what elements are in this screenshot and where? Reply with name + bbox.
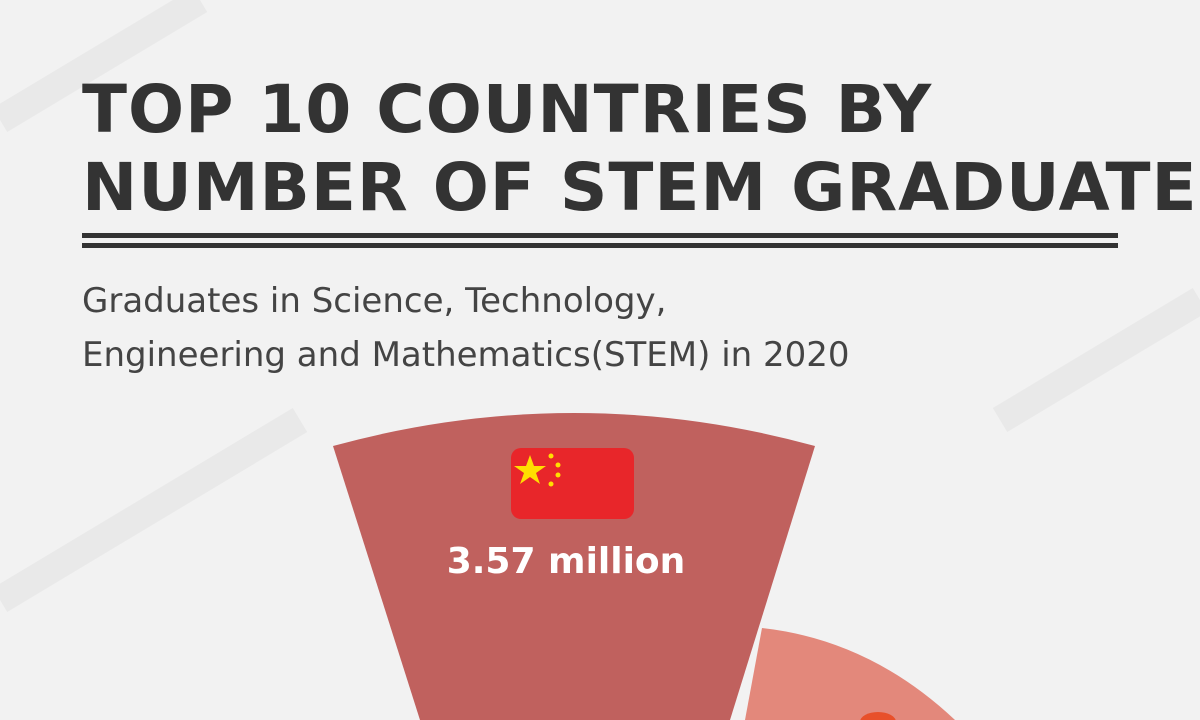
flag-star xyxy=(514,455,546,484)
flag xyxy=(511,448,634,519)
bg-stripe xyxy=(992,287,1200,433)
flag-field xyxy=(511,448,634,519)
flag-star xyxy=(555,462,561,468)
segment xyxy=(333,413,815,720)
segment-label: 3.57 million xyxy=(447,541,686,582)
subtitle-line: Graduates in Science, Technology, xyxy=(82,281,666,321)
bg-stripe xyxy=(0,407,308,613)
rule xyxy=(82,233,1118,238)
rule xyxy=(82,243,1118,248)
flag-partial xyxy=(860,712,896,720)
bg-stripe xyxy=(0,0,208,133)
title-line: TOP 10 COUNTRIES BY xyxy=(82,71,932,148)
flag-star xyxy=(548,453,554,459)
segment xyxy=(745,628,955,720)
subtitle-line: Engineering and Mathematics(STEM) in 202… xyxy=(82,335,850,375)
flag-star xyxy=(548,481,554,487)
flag-star xyxy=(555,472,561,478)
title-line: NUMBER OF STEM GRADUATES xyxy=(82,149,1200,226)
background-shapes xyxy=(0,0,1200,600)
